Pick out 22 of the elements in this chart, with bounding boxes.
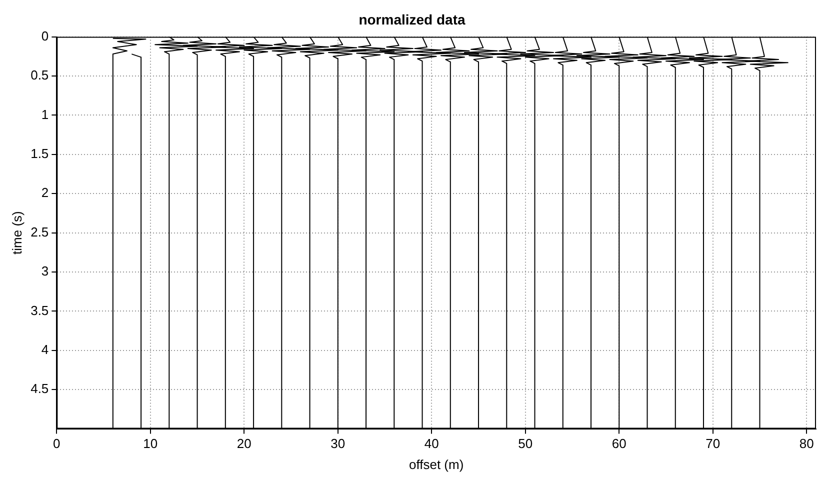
- x-tick-label: 40: [424, 436, 439, 452]
- x-tick-label: 30: [330, 436, 346, 452]
- x-axis-title: offset (m): [409, 456, 464, 472]
- x-tick-label: 50: [518, 436, 533, 452]
- x-tick-label: 60: [612, 436, 626, 452]
- y-tick-label: 0.5: [30, 68, 49, 83]
- x-tick-label: 0: [53, 436, 60, 452]
- x-tick-label: 20: [236, 436, 252, 452]
- y-tick-label: 3: [41, 264, 49, 279]
- y-tick-label: 1.5: [30, 146, 49, 161]
- chart-title: normalized data: [358, 11, 466, 28]
- x-tick-label: 80: [799, 436, 814, 452]
- y-tick-label: 0: [41, 28, 49, 44]
- y-tick-label: 1: [41, 106, 49, 122]
- y-tick-label: 4: [41, 342, 49, 357]
- y-tick-label: 4.5: [30, 381, 49, 396]
- x-tick-label: 70: [706, 436, 720, 452]
- y-axis-title: time (s): [9, 211, 24, 254]
- y-tick-label: 3.5: [30, 302, 49, 318]
- y-tick-label: 2: [41, 185, 49, 200]
- y-tick-label: 2.5: [30, 224, 49, 240]
- x-tick-label: 10: [143, 436, 158, 452]
